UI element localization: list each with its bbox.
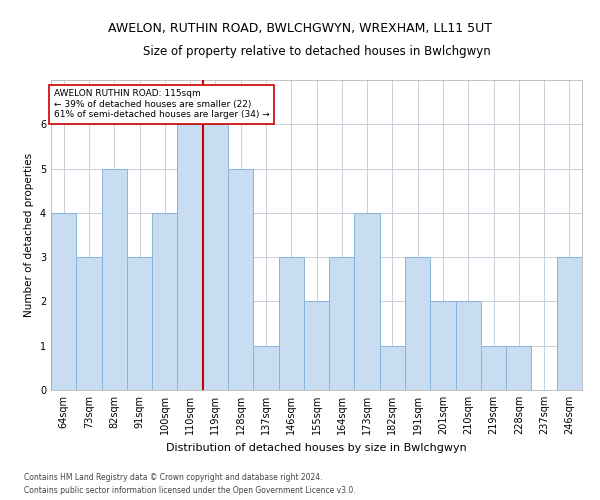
Bar <box>127 257 152 390</box>
Text: AWELON RUTHIN ROAD: 115sqm
← 39% of detached houses are smaller (22)
61% of semi: AWELON RUTHIN ROAD: 115sqm ← 39% of deta… <box>53 90 269 119</box>
Bar <box>405 257 430 390</box>
Bar <box>355 213 380 390</box>
Bar <box>101 168 127 390</box>
Bar <box>455 302 481 390</box>
Bar <box>304 302 329 390</box>
Bar <box>253 346 278 390</box>
Bar <box>380 346 405 390</box>
Y-axis label: Number of detached properties: Number of detached properties <box>25 153 34 317</box>
Bar <box>228 168 253 390</box>
Title: Size of property relative to detached houses in Bwlchgwyn: Size of property relative to detached ho… <box>143 45 490 58</box>
Bar <box>152 213 178 390</box>
Bar <box>557 257 582 390</box>
Bar <box>203 124 228 390</box>
Bar <box>481 346 506 390</box>
Bar <box>506 346 532 390</box>
Bar <box>430 302 455 390</box>
Text: Contains HM Land Registry data © Crown copyright and database right 2024.: Contains HM Land Registry data © Crown c… <box>24 474 323 482</box>
Text: AWELON, RUTHIN ROAD, BWLCHGWYN, WREXHAM, LL11 5UT: AWELON, RUTHIN ROAD, BWLCHGWYN, WREXHAM,… <box>108 22 492 35</box>
Bar <box>329 257 355 390</box>
Bar <box>76 257 101 390</box>
Bar <box>278 257 304 390</box>
Text: Contains public sector information licensed under the Open Government Licence v3: Contains public sector information licen… <box>24 486 356 495</box>
Bar <box>51 213 76 390</box>
Bar <box>178 124 203 390</box>
X-axis label: Distribution of detached houses by size in Bwlchgwyn: Distribution of detached houses by size … <box>166 442 467 452</box>
